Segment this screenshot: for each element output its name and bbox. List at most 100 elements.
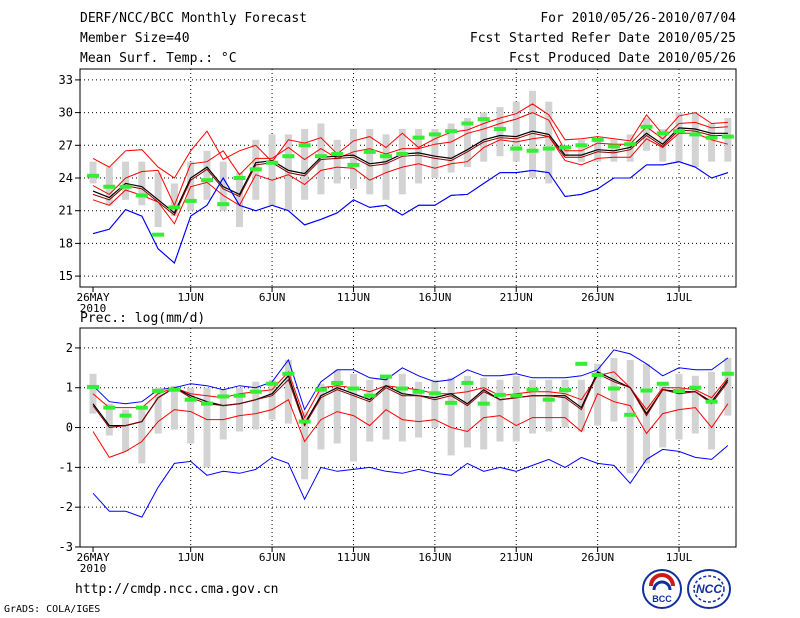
- prec-observed-marker: [380, 374, 393, 379]
- prec-observed-marker: [640, 388, 653, 393]
- temp-observed-marker: [412, 135, 425, 140]
- temp-spread-bar: [594, 139, 602, 162]
- prec-observed-marker: [445, 400, 458, 405]
- temp-spread-bar: [398, 128, 406, 195]
- temp-spread-bar: [268, 134, 276, 206]
- temp-ytick-label: 33: [59, 73, 73, 87]
- prec-spread-bar: [415, 381, 423, 438]
- temp-spread-bar: [170, 183, 178, 217]
- variable-label: Mean Surf. Temp.: °C: [80, 51, 237, 66]
- prec-observed-marker: [461, 380, 474, 385]
- produced-date: Fcst Produced Date 2010/05/26: [509, 51, 736, 66]
- prec-observed-marker: [249, 389, 262, 394]
- temp-observed-marker: [542, 146, 555, 151]
- temp-xtick-label: 16JUN: [418, 291, 451, 304]
- temp-observed-marker: [87, 173, 100, 178]
- temp-spread-bar: [708, 123, 716, 162]
- prec-spread-bar: [105, 403, 113, 436]
- prec-ytick-label: 2: [66, 341, 73, 355]
- temp-ytick-label: 27: [59, 138, 73, 152]
- temp-observed-marker: [721, 134, 734, 139]
- prec-observed-marker: [428, 391, 441, 396]
- temp-series-p90: [92, 103, 728, 179]
- temp-observed-marker: [673, 129, 686, 134]
- temp-observed-marker: [103, 184, 116, 189]
- prec-spread-bar: [187, 387, 195, 444]
- footer-url[interactable]: http://cmdp.ncc.cma.gov.cn: [75, 582, 279, 597]
- prec-observed-marker: [87, 384, 100, 389]
- temp-observed-marker: [510, 146, 523, 151]
- temp-observed-marker: [428, 132, 441, 137]
- prec-spread-bar: [691, 375, 699, 434]
- temp-observed-marker: [200, 178, 213, 183]
- prec-spread-bar: [317, 383, 325, 450]
- prec-series-max: [92, 349, 729, 411]
- temp-series-p70: [92, 112, 728, 207]
- prec-observed-marker: [314, 387, 327, 392]
- refer-date: Fcst Started Refer Date 2010/05/25: [469, 31, 736, 46]
- ncc-logo: NCC: [687, 569, 731, 609]
- prec-spread-bar: [366, 379, 374, 442]
- temp-xtick-label: 26MAY: [76, 291, 109, 304]
- temp-spread-bar: [480, 112, 488, 162]
- temp-observed-marker: [526, 148, 539, 153]
- prec-observed-marker: [168, 387, 181, 392]
- temp-spread-bar: [675, 112, 683, 162]
- prec-spread-bar: [463, 375, 471, 448]
- chart-title: DERF/NCC/BCC Monthly Forecast: [80, 11, 307, 26]
- prec-observed-marker: [559, 388, 572, 393]
- temp-xtick-label: 21JUN: [500, 291, 533, 304]
- prec-ytick-label: -1: [59, 460, 73, 474]
- header-left: DERF/NCC/BCC Monthly Forecast Member Siz…: [80, 10, 307, 70]
- prec-observed-marker: [542, 397, 555, 402]
- temp-spread-bar: [366, 128, 374, 195]
- prec-spread-bar: [529, 379, 537, 434]
- temp-ytick-label: 24: [59, 171, 73, 185]
- prec-spread-bar: [219, 389, 227, 440]
- prec-observed-marker: [233, 393, 246, 398]
- prec-ytick-label: -3: [59, 540, 73, 554]
- prec-xtick-label: 11JUN: [337, 551, 370, 564]
- prec-observed-marker: [721, 371, 734, 376]
- temp-spread-bar: [496, 107, 504, 157]
- prec-spread-bar: [236, 387, 244, 432]
- temp-xtick-label: 1JUL: [666, 291, 693, 304]
- temp-observed-marker: [575, 143, 588, 148]
- temp-observed-marker: [591, 137, 604, 142]
- prec-series-mean: [92, 370, 729, 427]
- temp-observed-marker: [559, 145, 572, 150]
- prec-ytick-label: 0: [66, 421, 73, 435]
- temp-spread-bar: [447, 123, 455, 173]
- temp-observed-marker: [331, 152, 344, 157]
- prec-ytick-label: -2: [59, 500, 73, 514]
- prec-spread-bar: [577, 379, 585, 432]
- prec-spread-bar: [724, 357, 732, 416]
- temp-ytick-label: 21: [59, 204, 73, 218]
- prec-observed-marker: [705, 399, 718, 404]
- prec-spread-bar: [480, 377, 488, 450]
- prec-spread-bar: [333, 369, 341, 444]
- temp-series-p30: [92, 132, 729, 225]
- temp-spread-bar: [512, 101, 520, 162]
- temp-spread-bar: [301, 128, 309, 200]
- temp-observed-marker: [656, 131, 669, 136]
- prec-observed-marker: [526, 387, 539, 392]
- prec-observed-marker: [200, 401, 213, 406]
- temp-panel: 15 18 21 24 27 30 33 26MAY 1JUN 6JUN 11JUN 16JUN 21J…: [59, 68, 737, 315]
- temp-observed-marker: [461, 121, 474, 126]
- temp-spread-bar: [545, 101, 553, 184]
- prec-spread-bar: [170, 385, 178, 430]
- temp-spread-bar: [89, 161, 97, 184]
- prec-spread-bar: [708, 371, 716, 450]
- temp-spread-bar: [642, 118, 650, 151]
- prec-observed-marker: [282, 371, 295, 376]
- temp-spread-bar: [463, 118, 471, 168]
- temp-series-min: [92, 161, 729, 264]
- temp-xtick-label: 6JUN: [259, 291, 286, 304]
- temp-observed-marker: [217, 202, 230, 207]
- temp-observed-marker: [184, 198, 197, 203]
- member-size: Member Size=40: [80, 31, 190, 46]
- prec-observed-marker: [119, 413, 132, 418]
- prec-spread-bar: [349, 373, 357, 462]
